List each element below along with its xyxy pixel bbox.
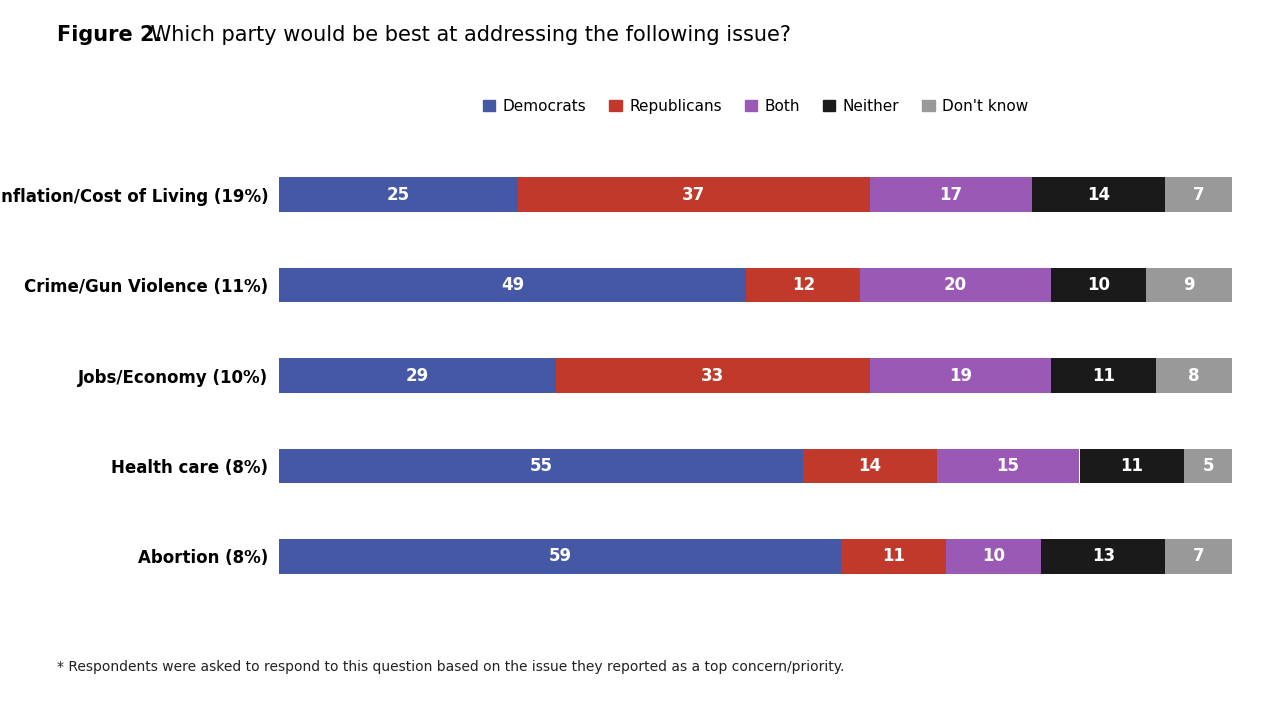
Text: 11: 11 (1120, 457, 1143, 475)
Legend: Democrats, Republicans, Both, Neither, Don't know: Democrats, Republicans, Both, Neither, D… (483, 99, 1029, 114)
Text: 13: 13 (1092, 548, 1115, 566)
Bar (1031, 178, 1165, 212)
Text: Figure 2.: Figure 2. (57, 25, 163, 44)
Text: * Respondents were asked to respond to this question based on the issue they rep: * Respondents were asked to respond to t… (57, 660, 845, 674)
Text: 11: 11 (1092, 366, 1115, 385)
Text: 10: 10 (982, 548, 1006, 566)
Text: 17: 17 (940, 185, 963, 204)
Bar (279, 178, 518, 212)
Text: 8: 8 (1187, 366, 1200, 385)
Bar (1165, 539, 1232, 574)
Text: 59: 59 (549, 548, 572, 566)
Text: 37: 37 (682, 185, 705, 204)
Bar (556, 359, 870, 392)
Text: 7: 7 (1193, 185, 1204, 204)
Text: 14: 14 (859, 457, 881, 475)
Text: 14: 14 (1087, 185, 1110, 204)
Text: 12: 12 (791, 276, 815, 294)
Bar (518, 178, 870, 212)
Bar (936, 449, 1080, 483)
Bar (279, 268, 745, 303)
Text: 55: 55 (530, 457, 552, 475)
Bar (870, 359, 1050, 392)
Text: 11: 11 (883, 548, 906, 566)
Bar (1156, 359, 1232, 392)
Text: 5: 5 (1203, 457, 1214, 475)
Bar (870, 178, 1031, 212)
Text: 7: 7 (1193, 548, 1204, 566)
Text: 15: 15 (997, 457, 1020, 475)
Text: 10: 10 (1087, 276, 1110, 294)
Text: 20: 20 (944, 276, 968, 294)
Bar (946, 539, 1041, 574)
Text: 33: 33 (701, 366, 724, 385)
Bar (279, 359, 556, 392)
Bar (745, 268, 860, 303)
Bar (1184, 449, 1232, 483)
Bar (1050, 359, 1156, 392)
Bar (1050, 268, 1146, 303)
Text: 25: 25 (387, 185, 410, 204)
Bar (279, 449, 803, 483)
Bar (279, 539, 841, 574)
Bar (1080, 449, 1185, 483)
Bar (803, 449, 936, 483)
Text: 9: 9 (1184, 276, 1195, 294)
Text: 29: 29 (406, 366, 429, 385)
Bar (1146, 268, 1232, 303)
Bar (1041, 539, 1165, 574)
Bar (860, 268, 1050, 303)
Text: Which party would be best at addressing the following issue?: Which party would be best at addressing … (144, 25, 790, 44)
Text: 19: 19 (949, 366, 972, 385)
Bar (1165, 178, 1232, 212)
Text: 49: 49 (502, 276, 525, 294)
Bar (841, 539, 946, 574)
